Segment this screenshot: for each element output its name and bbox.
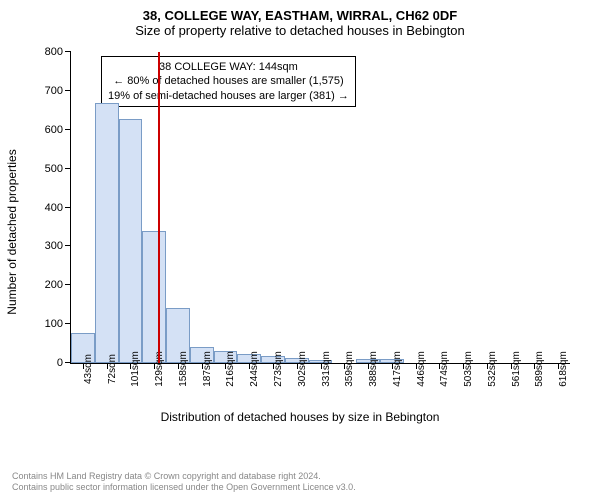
x-tick-label: 244sqm: [249, 351, 260, 387]
y-tick: [65, 90, 71, 91]
x-tick-label: 618sqm: [558, 351, 569, 387]
x-tick-label: 72sqm: [107, 354, 118, 384]
x-tick-label: 532sqm: [487, 351, 498, 387]
y-tick-label: 600: [45, 124, 63, 136]
x-tick-label: 273sqm: [273, 351, 284, 387]
histogram-bar: [119, 119, 143, 363]
x-tick-label: 417sqm: [392, 351, 403, 387]
x-tick-label: 187sqm: [202, 351, 213, 387]
footer-line-2: Contains public sector information licen…: [12, 482, 588, 494]
histogram-bar: [95, 103, 119, 363]
histogram-bar: [142, 231, 166, 363]
x-tick-label: 474sqm: [439, 351, 450, 387]
annotation-line-3: 19% of semi-detached houses are larger (…: [108, 89, 349, 103]
x-tick-label: 589sqm: [534, 351, 545, 387]
footer: Contains HM Land Registry data © Crown c…: [12, 471, 588, 494]
chart-container: Number of detached properties 38 COLLEGE…: [20, 42, 580, 422]
y-tick: [65, 207, 71, 208]
annotation-box: 38 COLLEGE WAY: 144sqm ← 80% of detached…: [101, 56, 356, 107]
x-tick-label: 101sqm: [130, 351, 141, 387]
annotation-line-1: 38 COLLEGE WAY: 144sqm: [108, 60, 349, 74]
y-tick-label: 200: [45, 279, 63, 291]
footer-line-1: Contains HM Land Registry data © Crown c…: [12, 471, 588, 483]
y-tick: [65, 323, 71, 324]
x-tick-label: 302sqm: [297, 351, 308, 387]
property-marker-line: [158, 52, 160, 363]
y-axis-label: Number of detached properties: [5, 149, 19, 314]
x-axis-label: Distribution of detached houses by size …: [161, 410, 440, 424]
x-tick-label: 43sqm: [83, 354, 94, 384]
x-tick-label: 446sqm: [416, 351, 427, 387]
y-tick-label: 500: [45, 163, 63, 175]
y-tick: [65, 245, 71, 246]
plot-area: 38 COLLEGE WAY: 144sqm ← 80% of detached…: [70, 52, 570, 364]
y-tick-label: 700: [45, 85, 63, 97]
y-tick-label: 300: [45, 240, 63, 252]
x-tick-label: 158sqm: [178, 351, 189, 387]
y-tick: [65, 129, 71, 130]
chart-title: 38, COLLEGE WAY, EASTHAM, WIRRAL, CH62 0…: [12, 8, 588, 23]
x-tick-label: 503sqm: [463, 351, 474, 387]
x-tick-label: 331sqm: [321, 351, 332, 387]
x-tick-label: 359sqm: [344, 351, 355, 387]
y-tick: [65, 284, 71, 285]
x-tick-label: 561sqm: [511, 351, 522, 387]
x-tick-label: 216sqm: [225, 351, 236, 387]
y-tick: [65, 51, 71, 52]
y-tick-label: 100: [45, 318, 63, 330]
y-tick-label: 400: [45, 202, 63, 214]
y-tick-label: 0: [57, 357, 63, 369]
y-tick: [65, 168, 71, 169]
x-tick-label: 388sqm: [368, 351, 379, 387]
annotation-line-2: ← 80% of detached houses are smaller (1,…: [108, 74, 349, 88]
y-tick-label: 800: [45, 46, 63, 58]
chart-subtitle: Size of property relative to detached ho…: [12, 23, 588, 38]
